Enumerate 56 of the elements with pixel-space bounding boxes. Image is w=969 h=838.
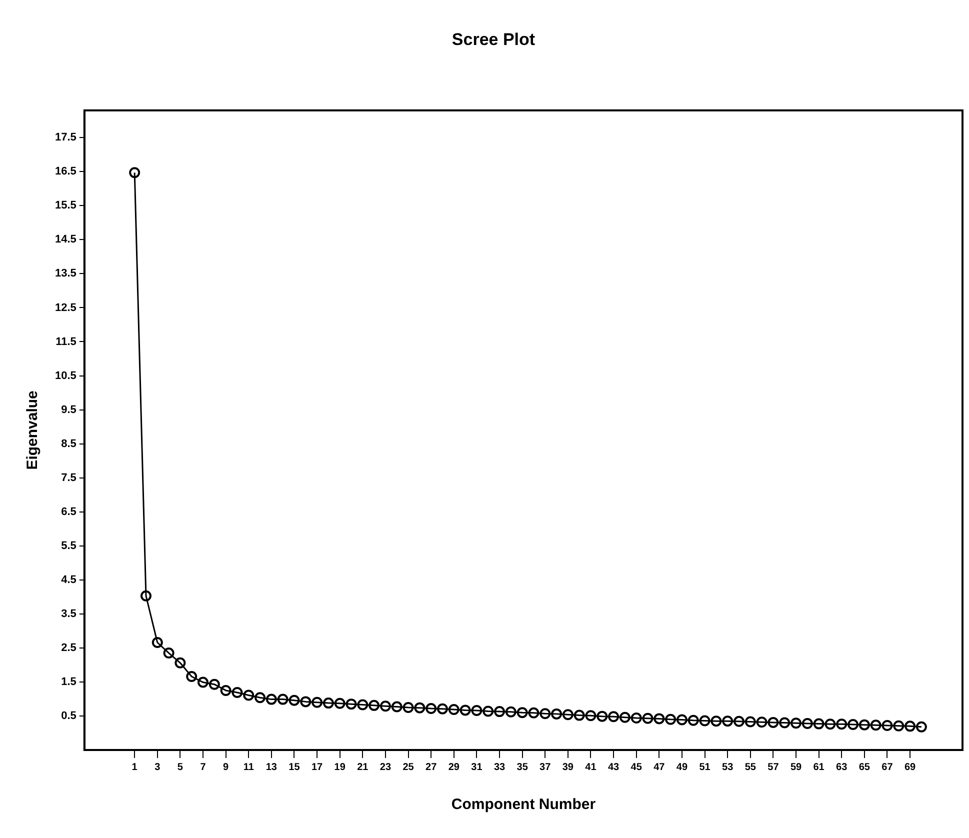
x-tick-label: 21 <box>357 762 369 773</box>
x-tick-label: 67 <box>882 762 894 773</box>
y-tick-label: 3.5 <box>61 608 76 620</box>
x-tick-label: 29 <box>448 762 460 773</box>
x-tick-label: 27 <box>426 762 438 773</box>
x-tick-label: 13 <box>266 762 278 773</box>
x-tick-label: 55 <box>744 762 756 773</box>
x-tick-label: 51 <box>699 762 711 773</box>
x-tick-label: 37 <box>540 762 552 773</box>
x-tick-label: 65 <box>858 762 870 773</box>
y-tick-label: 12.5 <box>54 302 76 314</box>
x-tick-label: 11 <box>243 762 254 773</box>
x-tick-label: 31 <box>471 762 483 773</box>
x-tick-label: 63 <box>836 762 848 773</box>
y-tick-label: 8.5 <box>61 438 76 450</box>
y-tick-label: 4.5 <box>61 574 76 586</box>
y-tick-label: 9.5 <box>61 404 76 416</box>
y-tick-label: 6.5 <box>61 506 76 518</box>
x-tick-label: 7 <box>200 762 206 773</box>
y-tick-label: 5.5 <box>61 540 76 552</box>
y-tick-label: 17.5 <box>54 132 76 144</box>
y-tick-label: 11.5 <box>56 336 76 348</box>
x-tick-label: 1 <box>132 762 138 773</box>
x-tick-label: 17 <box>311 762 324 773</box>
x-tick-label: 45 <box>630 762 642 773</box>
x-tick-label: 49 <box>676 762 688 773</box>
x-tick-label: 3 <box>154 762 161 773</box>
y-tick-label: 1.5 <box>61 676 76 688</box>
x-tick-label: 47 <box>654 762 666 773</box>
y-tick-label: 10.5 <box>54 370 76 382</box>
y-tick-label: 13.5 <box>54 268 76 280</box>
chart-title: Scree Plot <box>452 30 536 49</box>
x-tick-label: 59 <box>790 762 802 773</box>
x-tick-label: 41 <box>585 762 597 773</box>
y-tick-label: 16.5 <box>54 166 76 178</box>
x-tick-label: 57 <box>768 762 780 773</box>
x-tick-label: 43 <box>608 762 620 773</box>
x-tick-label: 53 <box>722 762 734 773</box>
x-tick-label: 35 <box>516 762 528 773</box>
x-tick-label: 33 <box>494 762 506 773</box>
y-tick-label: 0.5 <box>61 710 76 722</box>
x-tick-label: 61 <box>813 762 825 773</box>
x-tick-label: 69 <box>904 762 916 773</box>
y-tick-label: 2.5 <box>61 642 76 654</box>
y-tick-label: 15.5 <box>54 200 76 212</box>
x-axis-title: Component Number <box>451 796 596 814</box>
x-tick-label: 5 <box>177 762 184 773</box>
x-tick-label: 15 <box>288 762 300 773</box>
x-tick-label: 39 <box>562 762 574 773</box>
x-tick-label: 19 <box>334 762 346 773</box>
x-tick-label: 23 <box>380 762 392 773</box>
y-axis-title: Eigenvalue <box>24 390 42 470</box>
y-tick-label: 14.5 <box>54 234 76 246</box>
y-tick-label: 7.5 <box>61 472 76 484</box>
x-tick-label: 9 <box>223 762 230 773</box>
x-tick-label: 25 <box>402 762 414 773</box>
